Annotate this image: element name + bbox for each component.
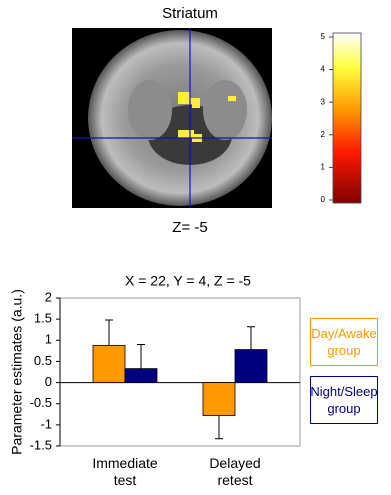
error-bar: [247, 327, 255, 350]
error-bar: [105, 320, 113, 345]
bar: [125, 369, 157, 383]
y-tick-label: 1.5: [34, 311, 52, 326]
chart-title: X = 22, Y = 4, Z = -5: [125, 273, 251, 289]
error-bar: [137, 345, 145, 369]
y-tick-label: -1.5: [30, 437, 52, 452]
map-title: Striatum: [162, 5, 218, 22]
y-tick-label: 1: [45, 332, 52, 347]
colorbar-tick-label: 3: [321, 97, 326, 106]
y-tick-label: -1: [40, 416, 52, 431]
error-bar: [215, 416, 223, 439]
bar: [235, 350, 267, 383]
y-tick-label: -0.5: [30, 395, 52, 410]
map-caption: Z= -5: [172, 219, 207, 236]
colorbar-tick-label: 5: [321, 32, 326, 41]
colorbar: [333, 33, 361, 203]
y-tick-label: 2: [45, 289, 52, 304]
legend-entry: Day/Awake group: [310, 318, 378, 366]
legend-entry: Night/Sleep group: [310, 376, 378, 424]
x-tick-label: Delayed retest: [195, 455, 275, 489]
colorbar-tick-label: 1: [321, 163, 326, 172]
colorbar-tick-label: 2: [321, 130, 326, 139]
colorbar-tick-label: 0: [321, 195, 326, 204]
y-tick-label: 0: [45, 374, 52, 389]
x-tick-label: Immediate test: [85, 455, 165, 489]
colorbar-tick-label: 4: [321, 65, 326, 74]
brain-image: [72, 28, 272, 208]
bar: [93, 345, 125, 382]
figure: Striatum Z= -5 X = 22, Y = 4, Z = -5 Par…: [0, 0, 391, 495]
y-tick-label: 0.5: [34, 353, 52, 368]
y-axis-label: Parameter estimates (a.u.): [9, 289, 25, 455]
bar: [203, 383, 235, 416]
